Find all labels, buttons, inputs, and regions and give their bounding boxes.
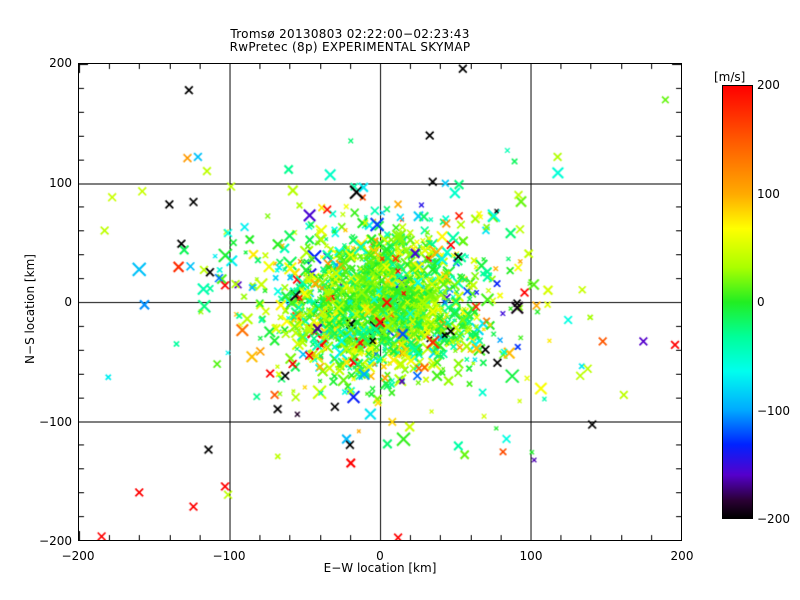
colorbar — [722, 85, 753, 519]
colorbar-tick-label: −200 — [757, 512, 790, 526]
x-tick-label: 0 — [376, 549, 384, 563]
scatter-plot-area — [78, 63, 682, 541]
x-tick-label: 200 — [670, 549, 694, 563]
y-tick-label: 0 — [64, 295, 72, 309]
x-axis-title: E−W location [km] — [323, 561, 437, 575]
x-tick-label: −200 — [61, 549, 95, 563]
figure-title-line1: Tromsø 20130803 02:22:00−02:23:43 — [230, 27, 470, 41]
colorbar-gradient — [722, 85, 753, 519]
colorbar-tick-label: 200 — [757, 78, 780, 92]
y-axis-title: N−S location [km] — [23, 254, 37, 364]
colorbar-tick-label: 0 — [757, 295, 765, 309]
y-tick-label: 200 — [49, 56, 72, 70]
figure-title-line2: RwPretec (8p) EXPERIMENTAL SKYMAP — [229, 40, 471, 54]
scatter-plot-canvas — [79, 64, 681, 540]
colorbar-tick-label: −100 — [757, 403, 790, 418]
colorbar-title: [m/s] — [714, 70, 746, 84]
y-tick-label: 100 — [49, 175, 72, 190]
y-tick-label: −200 — [39, 534, 72, 548]
y-tick-label: −100 — [39, 414, 72, 429]
figure-title: Tromsø 20130803 02:22:00−02:23:43 RwPret… — [0, 28, 700, 54]
x-tick-label: −100 — [212, 549, 246, 563]
x-tick-label: 100 — [519, 549, 543, 563]
colorbar-tick-label: 100 — [757, 186, 780, 201]
